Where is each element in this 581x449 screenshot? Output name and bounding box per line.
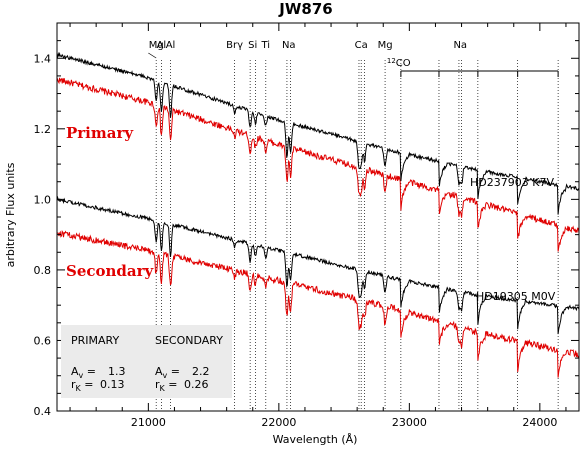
x-tick-label: 23000 [392, 416, 427, 429]
series-line-primary [56, 77, 580, 252]
line-marker-label: Al [157, 40, 167, 51]
secondary-label: Secondary [66, 262, 155, 280]
chart-title: JW876 [278, 0, 332, 18]
extinction-box: PRIMARY SECONDARY Av = 1.3 rK = 0.13 Av … [61, 325, 232, 398]
template-label-secondary: HD19305 M0V [476, 290, 556, 303]
secondary-rk: rK = 0.26 [155, 378, 209, 393]
co-label: 12CO [387, 57, 411, 69]
y-tick-label: 1.2 [34, 123, 52, 136]
line-marker-label: Brγ [226, 40, 243, 51]
line-marker-label: Mg [149, 40, 164, 51]
line-marker-label: Mg [378, 40, 393, 51]
secondary-av: Av = 2.2 [155, 365, 210, 380]
extinction-box-bg [61, 325, 232, 398]
line-marker-label: Ca [355, 40, 368, 51]
primary-header: PRIMARY [71, 334, 119, 347]
template-label-primary: HD237903 K7V [470, 176, 554, 189]
series-line-secondary [56, 229, 580, 378]
y-axis-label: arbitrary Flux units [4, 162, 17, 267]
series-group [56, 51, 580, 378]
primary-label: Primary [66, 124, 134, 142]
x-tick-label: 22000 [261, 416, 296, 429]
axis-ticks: 21000 22000 23000 24000 0.4 0.6 0.8 1.0 1.2 1.4 [34, 23, 579, 429]
y-tick-label: 1.0 [34, 193, 52, 206]
y-tick-label: 1.4 [34, 52, 52, 65]
line-marker-label: Na [282, 40, 296, 51]
secondary-header: SECONDARY [155, 334, 223, 347]
x-axis-label: Wavelength (Å) [273, 433, 358, 446]
series-line-hd19305-m0v [56, 195, 580, 335]
x-tick-label: 24000 [522, 416, 557, 429]
series-line-hd237903-k7v [56, 51, 580, 215]
line-marker-label: Al [166, 40, 176, 51]
y-tick-label: 0.4 [34, 405, 52, 418]
primary-rk: rK = 0.13 [71, 378, 125, 393]
y-tick-label: 0.6 [34, 334, 52, 347]
line-marker-label: Ti [261, 40, 271, 51]
mg-leader [148, 52, 157, 59]
line-marker-label: Na [453, 40, 467, 51]
primary-av: Av = 1.3 [71, 365, 126, 380]
y-tick-label: 0.8 [34, 264, 52, 277]
line-marker-label: Si [248, 40, 257, 51]
x-tick-label: 21000 [131, 416, 166, 429]
